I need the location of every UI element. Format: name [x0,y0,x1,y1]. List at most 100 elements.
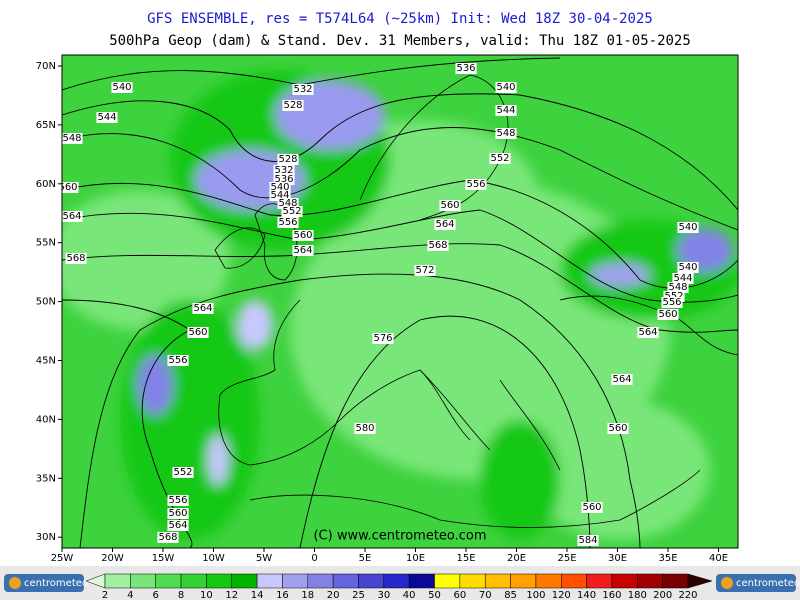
contour-label: 552 [664,291,683,302]
contour-label-bg [414,265,436,276]
contour-label-bg [273,165,295,176]
colorbar-cell [586,573,613,589]
contour-label-bg [277,198,299,209]
contour-label-bg [65,253,87,264]
contour-label: 568 [428,240,447,251]
colorbar-label: 2 [102,590,108,600]
lon-label: 15W [152,553,175,564]
colorbar-label: 6 [153,590,159,600]
contour-label: 556 [662,297,681,308]
lon-label: 15E [456,553,475,564]
colorbar-label: 100 [526,590,545,600]
contour-label-bg [282,100,304,111]
contour-label-bg [157,532,179,543]
colorbar-cell [206,573,232,589]
lon-label: 40E [709,553,728,564]
colorbar-cell [611,573,638,589]
contour-label-bg [269,190,291,201]
colorbar-label: 16 [276,590,289,600]
colorbar-label: 200 [653,590,672,600]
colorbar: 2 4 6 8 10 12 14 16 18 20 25 30 40 50 60 70 85 100 120 140 1… [85,573,713,600]
contour-label-bg [611,374,633,385]
lon-label: 10W [202,553,225,564]
contour-label: 560 [440,200,459,211]
lat-label: 30N [36,532,56,543]
contour-label-bg [62,211,83,222]
contour-label: 560 [58,182,77,193]
contour-label: 560 [658,309,677,320]
contour-label-bg [661,297,683,308]
contour-label-bg [269,182,291,193]
lon-label: 25E [557,553,576,564]
colorbar-cell [434,573,461,589]
contour-label-bg [434,219,456,230]
contour-label: 544 [673,273,692,284]
colorbar-label: 120 [552,590,571,600]
contour-label-bg [354,423,376,434]
colorbar-cell [510,573,537,589]
contour-label: 548 [62,133,81,144]
lon-label: 35E [658,553,677,564]
colorbar-label: 60 [454,590,467,600]
contour-label: 572 [415,265,434,276]
colorbar-label: 12 [225,590,238,600]
colorbar-cell [459,573,486,589]
contour-label: 540 [496,82,515,93]
contour-label: 548 [668,282,687,293]
title: GFS ENSEMBLE, res = T574L64 (~25km) Init… [147,11,653,27]
colorbar-label: 70 [479,590,492,600]
lon-label: 30E [608,553,627,564]
contour-label: 544 [496,105,515,116]
colorbar-label: 160 [602,590,621,600]
contour-label-bg [167,508,189,519]
colorbar-label: 180 [628,590,647,600]
colorbar-cell [256,573,283,589]
colorbar-cell [358,573,385,589]
contour-label-bg [465,179,487,190]
contour-label: 528 [283,100,302,111]
colorbar-label: 25 [352,590,365,600]
contour-label-bg [657,309,679,320]
colorbar-label: 14 [251,590,264,600]
contour-label: 564 [435,219,454,230]
contour-label-bg [277,154,299,165]
lat-label: 45N [36,356,56,367]
contour-label: 564 [62,211,81,222]
contour-label-bg [663,291,685,302]
contour-label-bg [455,63,477,74]
contour-label: 540 [678,222,697,233]
contour-label: 548 [278,198,297,209]
lat-label: 60N [36,179,56,190]
contour-label-bg [577,535,599,546]
contour-label-bg [607,423,629,434]
contour-label: 560 [608,423,627,434]
lon-label: 5E [359,553,372,564]
contour-label-bg [187,327,209,338]
contour-label-bg [677,262,699,273]
colorbar-cell [383,573,410,589]
colorbar-cell [180,573,207,589]
contour-label: 564 [193,303,212,314]
contour-label: 560 [582,502,601,513]
contour-label: 560 [188,327,207,338]
contour-label-bg [489,153,511,164]
colorbar-label: 50 [428,590,441,600]
contour-label: 568 [158,532,177,543]
colorbar-label: 220 [678,590,697,600]
contour-label-bg [495,128,517,139]
contour-label-bg [62,133,83,144]
contour-label: 560 [168,508,187,519]
contour-label-bg [167,520,189,531]
lon-label: 0 [311,553,317,564]
lon-label: 25W [51,553,74,564]
contour-label: 552 [173,467,192,478]
logo-left: centrometeo [4,574,88,592]
colorbar-label: 30 [377,590,390,600]
colorbar-cell [561,573,587,589]
contour-label: 528 [278,154,297,165]
colorbar-cell [408,573,435,589]
contour-label-bg [192,303,214,314]
lon-label: 10E [406,553,425,564]
lon-label: 20W [101,553,124,564]
